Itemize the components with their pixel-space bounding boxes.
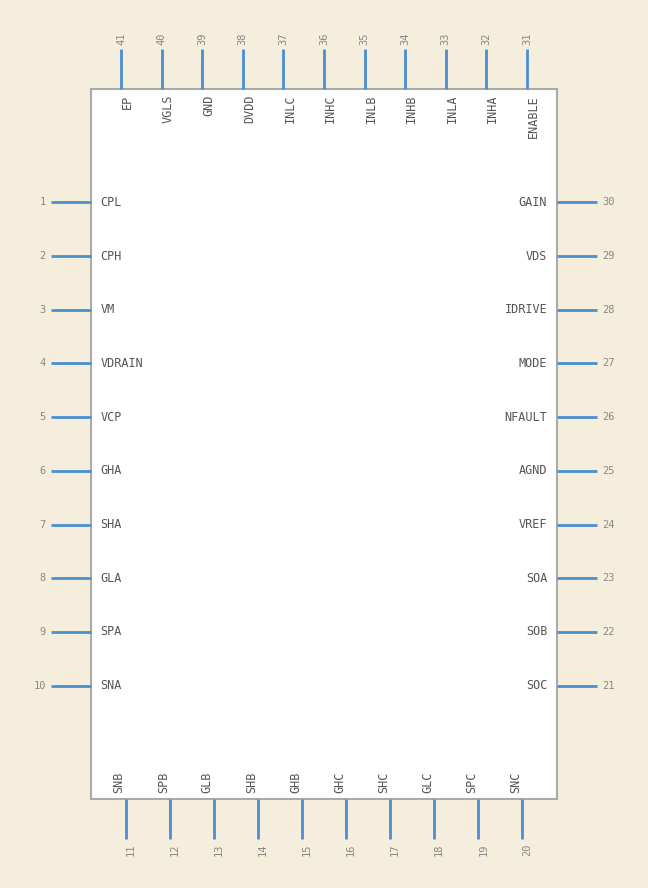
Text: 18: 18 [434, 844, 444, 856]
Text: 40: 40 [157, 32, 167, 44]
Text: 21: 21 [602, 680, 615, 691]
Text: 4: 4 [40, 359, 46, 369]
Text: 25: 25 [602, 466, 615, 476]
Text: 14: 14 [258, 844, 268, 856]
Text: AGND: AGND [519, 464, 548, 478]
Text: 5: 5 [40, 412, 46, 422]
Text: 3: 3 [40, 305, 46, 315]
Text: 16: 16 [346, 844, 356, 856]
Text: 32: 32 [481, 32, 491, 44]
Text: VM: VM [100, 304, 115, 316]
Text: INHC: INHC [324, 95, 337, 123]
Text: SOB: SOB [526, 625, 548, 638]
Text: 35: 35 [360, 32, 369, 44]
Text: SPC: SPC [465, 772, 478, 793]
Text: 31: 31 [522, 32, 532, 44]
Text: 2: 2 [40, 251, 46, 261]
Text: 20: 20 [522, 844, 532, 856]
Text: CPH: CPH [100, 250, 122, 263]
Text: 34: 34 [400, 32, 410, 44]
Text: INLA: INLA [446, 95, 459, 123]
Text: VDRAIN: VDRAIN [100, 357, 143, 370]
Text: SHA: SHA [100, 518, 122, 531]
Text: 41: 41 [116, 32, 126, 44]
Text: INLB: INLB [365, 95, 378, 123]
Text: 13: 13 [214, 844, 224, 856]
Text: GAIN: GAIN [519, 196, 548, 209]
Text: SPB: SPB [157, 772, 170, 793]
Text: SHB: SHB [245, 772, 258, 793]
Text: 23: 23 [602, 573, 615, 583]
Text: ENABLE: ENABLE [527, 95, 540, 138]
Text: SOA: SOA [526, 572, 548, 584]
Text: GLC: GLC [421, 772, 434, 793]
Bar [91, 89, 557, 799]
Text: 1: 1 [40, 197, 46, 208]
Text: 7: 7 [40, 519, 46, 529]
Text: 9: 9 [40, 627, 46, 637]
Text: 33: 33 [441, 32, 451, 44]
Text: 38: 38 [238, 32, 248, 44]
Text: GHB: GHB [289, 772, 302, 793]
Text: CPL: CPL [100, 196, 122, 209]
Text: VDS: VDS [526, 250, 548, 263]
Text: SNB: SNB [113, 772, 126, 793]
Text: SPA: SPA [100, 625, 122, 638]
Text: GLA: GLA [100, 572, 122, 584]
Text: 24: 24 [602, 519, 615, 529]
Text: 37: 37 [279, 32, 288, 44]
Text: DVDD: DVDD [243, 95, 256, 123]
Text: 6: 6 [40, 466, 46, 476]
Text: VREF: VREF [519, 518, 548, 531]
Text: SNC: SNC [509, 772, 522, 793]
Text: 29: 29 [602, 251, 615, 261]
Text: 30: 30 [602, 197, 615, 208]
Text: 12: 12 [170, 844, 179, 856]
Text: SHC: SHC [377, 772, 390, 793]
Text: IDRIVE: IDRIVE [505, 304, 548, 316]
Text: 26: 26 [602, 412, 615, 422]
Text: EP: EP [121, 95, 134, 109]
Text: VCP: VCP [100, 410, 122, 424]
Text: 27: 27 [602, 359, 615, 369]
Text: MODE: MODE [519, 357, 548, 370]
Text: 39: 39 [197, 32, 207, 44]
Text: 19: 19 [478, 844, 488, 856]
Text: 17: 17 [390, 844, 400, 856]
Text: INLC: INLC [283, 95, 296, 123]
Text: 15: 15 [302, 844, 312, 856]
Text: GLB: GLB [201, 772, 214, 793]
Text: GHC: GHC [333, 772, 346, 793]
Text: 28: 28 [602, 305, 615, 315]
Text: INHA: INHA [487, 95, 500, 123]
Text: GND: GND [202, 95, 215, 116]
Text: 10: 10 [33, 680, 46, 691]
Text: 11: 11 [126, 844, 135, 856]
Text: 22: 22 [602, 627, 615, 637]
Text: SOC: SOC [526, 679, 548, 692]
Text: 36: 36 [319, 32, 329, 44]
Text: VGLS: VGLS [161, 95, 175, 123]
Text: INHB: INHB [405, 95, 418, 123]
Text: NFAULT: NFAULT [505, 410, 548, 424]
Text: SNA: SNA [100, 679, 122, 692]
Text: 8: 8 [40, 573, 46, 583]
Text: GHA: GHA [100, 464, 122, 478]
